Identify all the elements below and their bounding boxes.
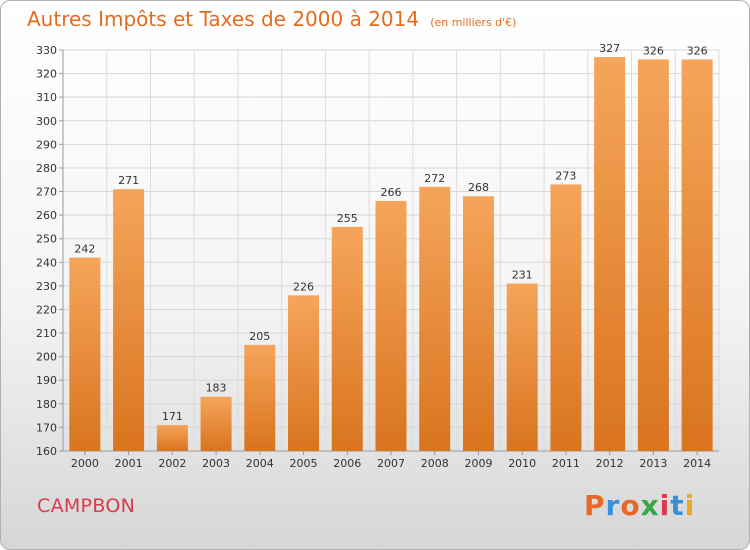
bar-2005 [288, 295, 320, 451]
bar-2013 [637, 59, 669, 451]
xtick-label-2013: 2013 [639, 457, 667, 470]
bar-2012 [594, 57, 626, 451]
ytick-label-270: 270 [36, 186, 57, 199]
xtick-label-2012: 2012 [596, 457, 624, 470]
brand-letter: i [684, 489, 696, 522]
xtick-label-2008: 2008 [421, 457, 449, 470]
ytick-label-250: 250 [36, 233, 57, 246]
brand-letter: i [659, 489, 671, 522]
bar-2000 [69, 257, 101, 451]
value-label-2014: 326 [687, 44, 708, 57]
bar-2003 [200, 396, 232, 451]
proxiti-logo[interactable]: Proxiti [584, 489, 695, 522]
ytick-label-320: 320 [36, 68, 57, 81]
ytick-label-190: 190 [36, 374, 57, 387]
xtick-label-2009: 2009 [464, 457, 492, 470]
xtick-label-2007: 2007 [377, 457, 405, 470]
ytick-label-300: 300 [36, 115, 57, 128]
ytick-label-290: 290 [36, 138, 57, 151]
ytick-label-260: 260 [36, 209, 57, 222]
value-label-2012: 327 [599, 42, 620, 55]
labels: 160 170 180 190 200 210 220 230 240 250 260 270 280 2… [36, 42, 711, 470]
xtick-label-2004: 2004 [246, 457, 274, 470]
brand-letter: t [670, 489, 685, 522]
value-label-2002: 171 [162, 410, 183, 423]
bar-2006 [331, 226, 363, 451]
xtick-label-2011: 2011 [552, 457, 580, 470]
bar-2001 [113, 189, 145, 451]
bar-2008 [419, 186, 451, 451]
ytick-label-210: 210 [36, 327, 57, 340]
commune-name: CAMPBON [37, 495, 136, 517]
chart-unit: (en milliers d'€) [430, 16, 517, 29]
ytick-label-310: 310 [36, 91, 57, 104]
brand-letter: x [640, 489, 660, 522]
ytick-label-170: 170 [36, 421, 57, 434]
xtick-label-2000: 2000 [71, 457, 99, 470]
ytick-label-280: 280 [36, 162, 57, 175]
xtick-label-2006: 2006 [333, 457, 361, 470]
value-label-2004: 205 [249, 330, 270, 343]
xtick-label-2001: 2001 [115, 457, 143, 470]
value-label-2008: 272 [424, 172, 445, 185]
chart-title-block: Autres Impôts et Taxes de 2000 à 2014 (e… [27, 7, 516, 31]
value-label-2009: 268 [468, 181, 489, 194]
value-label-2006: 255 [337, 212, 358, 225]
bars [69, 57, 713, 451]
ytick-label-220: 220 [36, 303, 57, 316]
bar-2004 [244, 344, 276, 451]
value-label-2003: 183 [206, 382, 227, 395]
value-label-2010: 231 [512, 269, 533, 282]
value-label-2007: 266 [381, 186, 402, 199]
ytick-label-240: 240 [36, 256, 57, 269]
ytick-label-330: 330 [36, 44, 57, 57]
brand-letter: o [620, 489, 641, 522]
brand-letter: P [584, 489, 606, 522]
bar-2002 [156, 425, 188, 451]
xtick-label-2010: 2010 [508, 457, 536, 470]
value-label-2001: 271 [118, 174, 139, 187]
value-label-2000: 242 [74, 243, 95, 256]
bar-2011 [550, 184, 582, 451]
brand-letter: r [605, 489, 621, 522]
bar-2014 [681, 59, 713, 451]
bar-2007 [375, 200, 407, 451]
ytick-label-230: 230 [36, 280, 57, 293]
ytick-label-180: 180 [36, 398, 57, 411]
bar-2009 [462, 196, 494, 451]
value-label-2013: 326 [643, 44, 664, 57]
ytick-label-160: 160 [36, 445, 57, 458]
chart-title: Autres Impôts et Taxes de 2000 à 2014 [27, 7, 420, 31]
value-label-2011: 273 [555, 169, 576, 182]
xtick-label-2003: 2003 [202, 457, 230, 470]
xtick-label-2014: 2014 [683, 457, 711, 470]
ytick-label-200: 200 [36, 351, 57, 364]
bar-2010 [506, 283, 538, 451]
xtick-label-2002: 2002 [158, 457, 186, 470]
xtick-label-2005: 2005 [290, 457, 318, 470]
value-label-2005: 226 [293, 280, 314, 293]
